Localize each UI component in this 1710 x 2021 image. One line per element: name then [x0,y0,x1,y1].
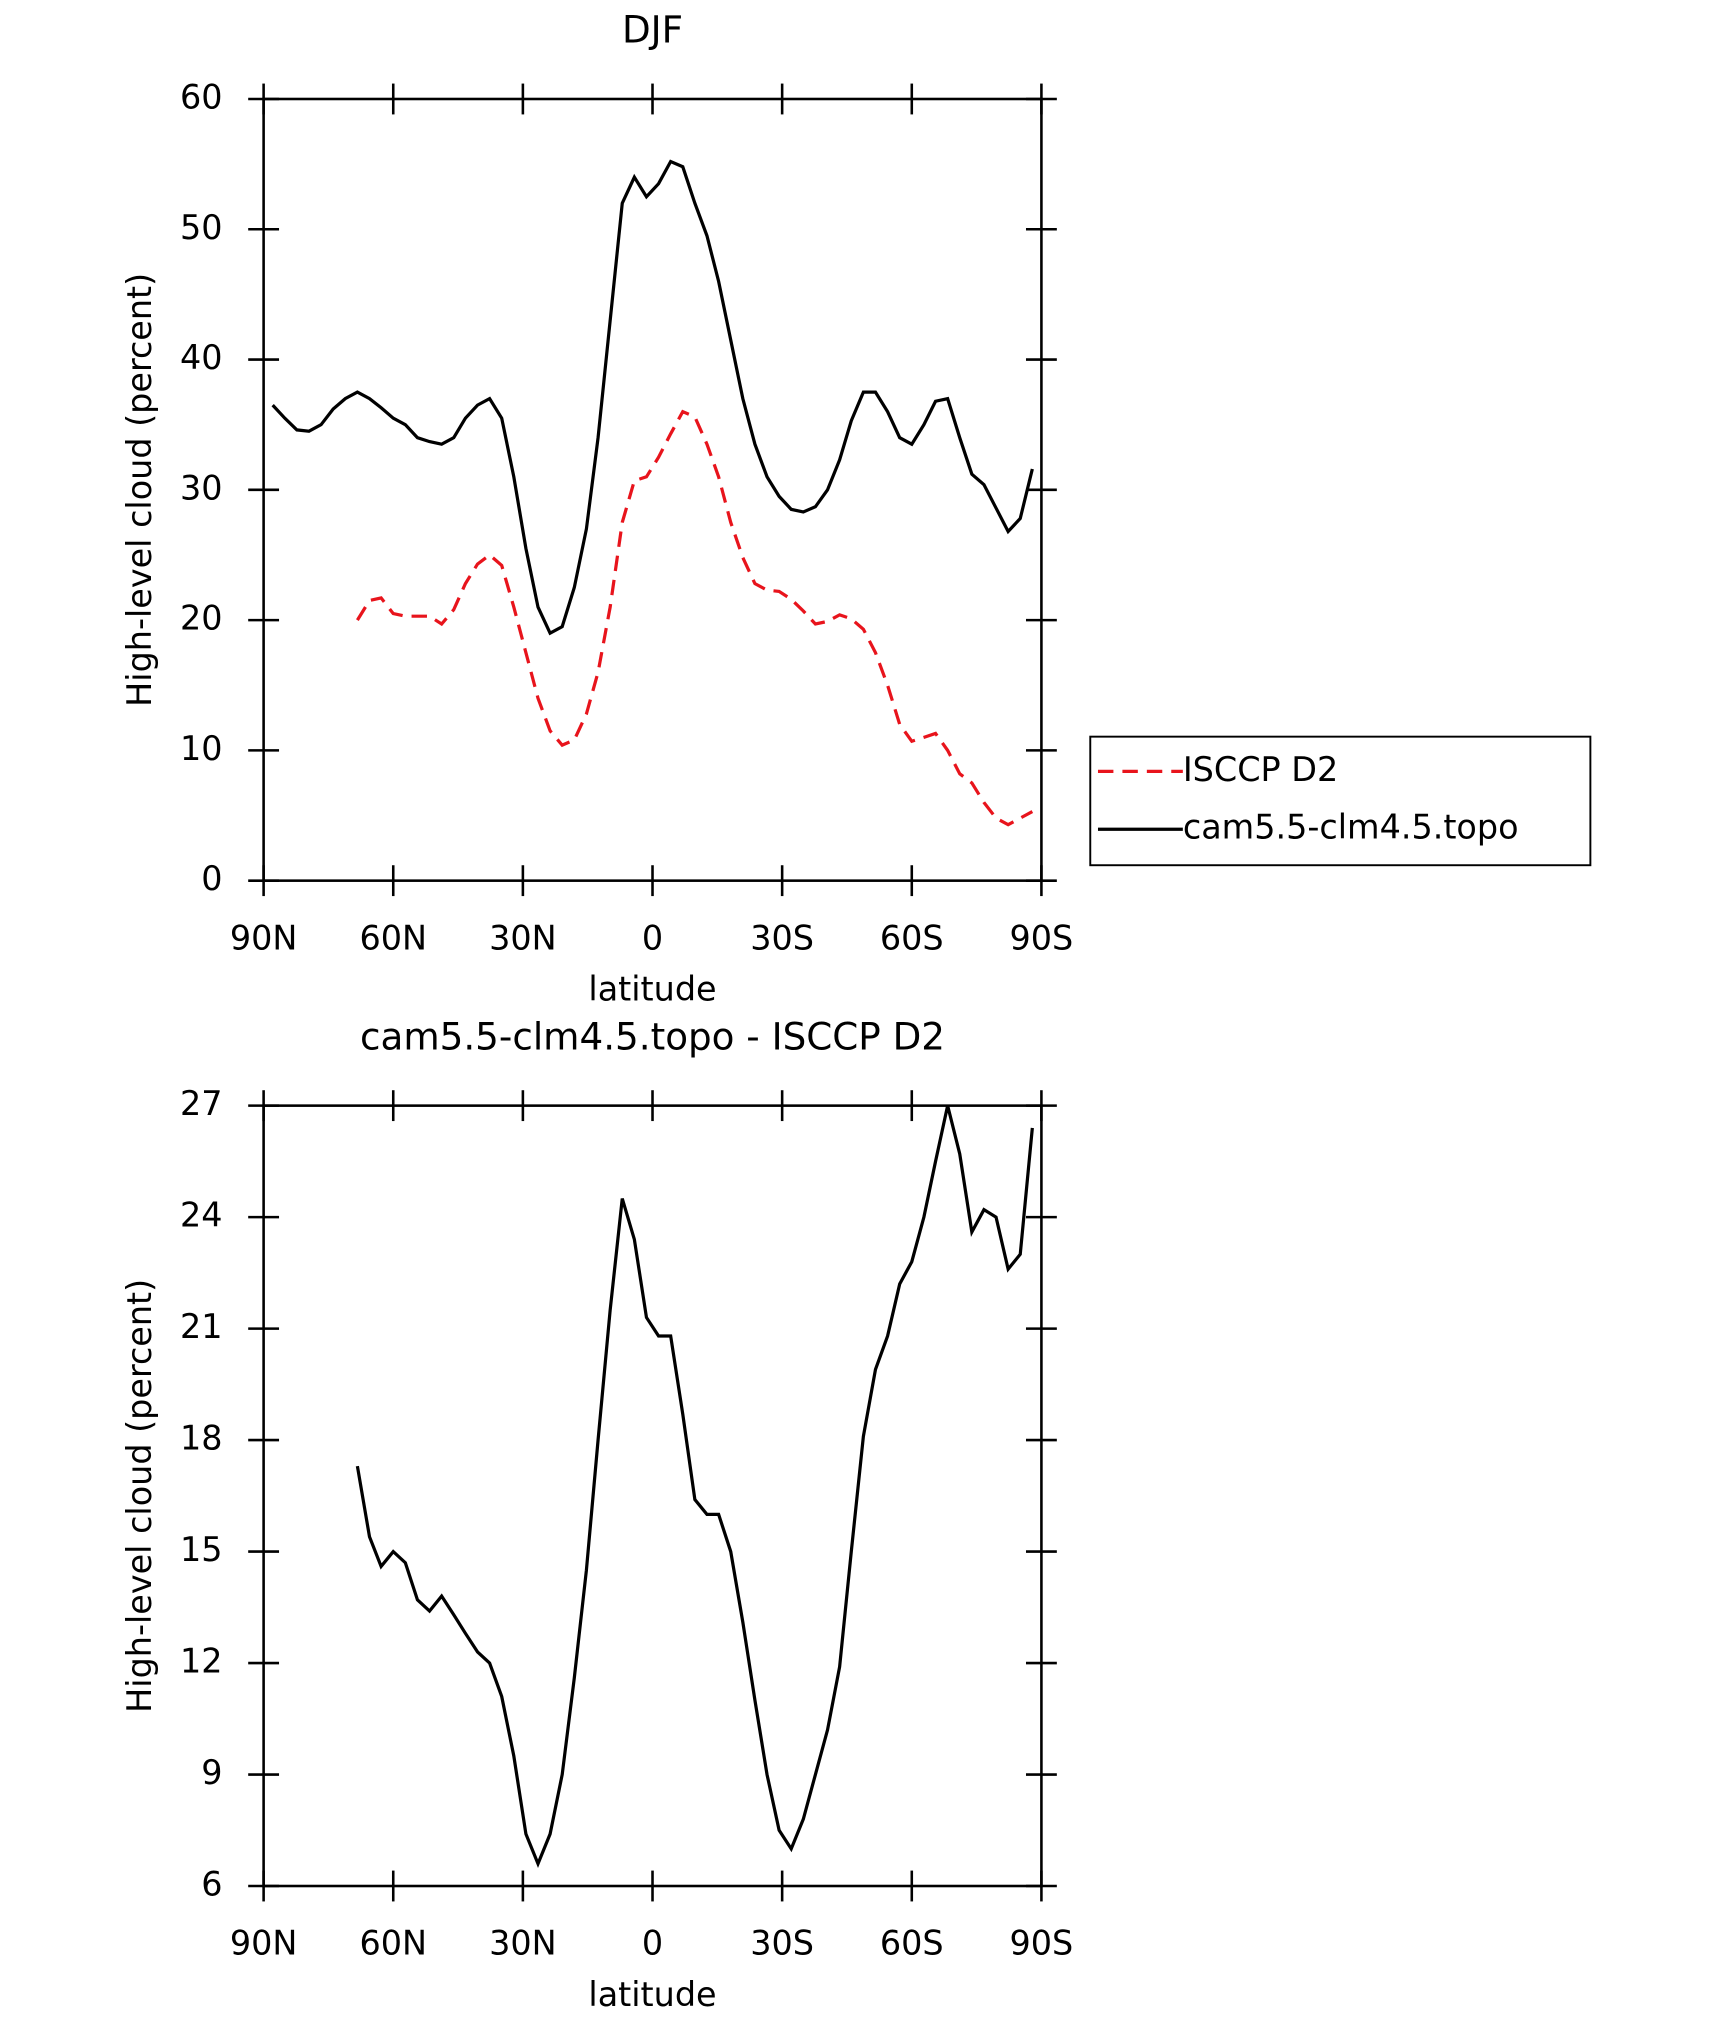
y-axis-label: High-level cloud (percent) [120,273,159,707]
plot-frame [262,97,1043,882]
x-axis-label: latitude [588,1975,716,2014]
x-tick-label: 30S [750,918,814,957]
x-tick-label: 0 [642,918,663,957]
y-tick-label: 30 [180,468,223,507]
x-axis-label: latitude [588,970,716,1009]
chart-title: DJF [622,8,683,52]
y-tick-label: 10 [180,729,223,768]
x-tick-label: 90N [230,918,298,957]
x-tick-label: 60N [359,1924,427,1963]
y-tick-label: 9 [201,1753,222,1792]
y-tick-label: 24 [180,1196,223,1235]
y-tick-label: 18 [180,1419,223,1458]
x-tick-label: 60S [880,1924,944,1963]
y-tick-label: 60 [180,77,223,116]
x-tick-label: 30N [489,918,557,957]
y-tick-label: 40 [180,338,223,377]
y-axis-label: High-level cloud (percent) [120,1279,159,1713]
y-tick-label: 12 [180,1642,223,1681]
y-tick-label: 20 [180,599,223,638]
y-tick-label: 6 [201,1865,222,1904]
x-tick-label: 90N [230,1924,298,1963]
y-tick-label: 21 [180,1307,223,1346]
x-tick-label: 0 [642,1924,663,1963]
x-tick-label: 60N [359,918,427,957]
x-tick-label: 30N [489,1924,557,1963]
y-tick-label: 15 [180,1530,223,1569]
legend-label: cam5.5-clm4.5.topo [1183,808,1519,847]
y-tick-label: 27 [180,1084,223,1123]
chart-title: cam5.5-clm4.5.topo - ISCCP D2 [360,1014,945,1058]
legend-box [1089,735,1592,867]
data-line [271,159,1034,636]
data-line [356,409,1034,827]
x-tick-label: 90S [1010,1924,1074,1963]
legend-label: ISCCP D2 [1183,750,1338,789]
y-tick-label: 50 [180,208,223,247]
x-tick-label: 60S [880,918,944,957]
x-tick-label: 90S [1010,918,1074,957]
x-tick-label: 30S [750,1924,814,1963]
plot-frame [262,1104,1043,1888]
y-tick-label: 0 [201,859,222,898]
data-line [355,1105,1034,1868]
